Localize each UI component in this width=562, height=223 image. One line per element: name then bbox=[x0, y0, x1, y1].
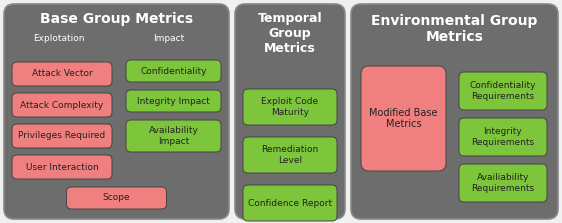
FancyBboxPatch shape bbox=[12, 124, 112, 148]
Text: Impact: Impact bbox=[153, 34, 185, 43]
Text: Scope: Scope bbox=[103, 194, 130, 202]
FancyBboxPatch shape bbox=[459, 118, 547, 156]
FancyBboxPatch shape bbox=[243, 185, 337, 221]
FancyBboxPatch shape bbox=[126, 90, 221, 112]
Text: Environmental Group
Metrics: Environmental Group Metrics bbox=[371, 14, 538, 44]
FancyBboxPatch shape bbox=[126, 60, 221, 82]
FancyBboxPatch shape bbox=[243, 89, 337, 125]
Text: Availiability
Requirements: Availiability Requirements bbox=[472, 173, 534, 193]
FancyBboxPatch shape bbox=[351, 4, 558, 219]
Text: Confidence Report: Confidence Report bbox=[248, 198, 332, 207]
FancyBboxPatch shape bbox=[459, 164, 547, 202]
FancyBboxPatch shape bbox=[12, 155, 112, 179]
FancyBboxPatch shape bbox=[12, 93, 112, 117]
FancyBboxPatch shape bbox=[235, 4, 345, 219]
Text: Integrity
Requirements: Integrity Requirements bbox=[472, 127, 534, 147]
Text: User Interaction: User Interaction bbox=[26, 163, 98, 171]
FancyBboxPatch shape bbox=[459, 72, 547, 110]
Text: Confidentiality
Requirements: Confidentiality Requirements bbox=[470, 81, 536, 101]
Text: Base Group Metrics: Base Group Metrics bbox=[40, 12, 193, 26]
Text: Modified Base
Metrics: Modified Base Metrics bbox=[369, 108, 438, 129]
Text: Attack Vector: Attack Vector bbox=[31, 70, 92, 78]
Text: Confidentiality: Confidentiality bbox=[140, 66, 207, 76]
Text: Privileges Required: Privileges Required bbox=[19, 132, 106, 140]
Text: Exploit Code
Maturity: Exploit Code Maturity bbox=[261, 97, 319, 117]
FancyBboxPatch shape bbox=[361, 66, 446, 171]
Text: Integrity Impact: Integrity Impact bbox=[137, 97, 210, 105]
FancyBboxPatch shape bbox=[12, 62, 112, 86]
Text: Temporal
Group
Metrics: Temporal Group Metrics bbox=[258, 12, 323, 55]
FancyBboxPatch shape bbox=[243, 137, 337, 173]
FancyBboxPatch shape bbox=[4, 4, 229, 219]
Text: Availability
Impact: Availability Impact bbox=[148, 126, 198, 146]
Text: Explotation: Explotation bbox=[33, 34, 85, 43]
FancyBboxPatch shape bbox=[126, 120, 221, 152]
Text: Attack Complexity: Attack Complexity bbox=[20, 101, 103, 109]
FancyBboxPatch shape bbox=[66, 187, 166, 209]
Text: Remediation
Level: Remediation Level bbox=[261, 145, 319, 165]
